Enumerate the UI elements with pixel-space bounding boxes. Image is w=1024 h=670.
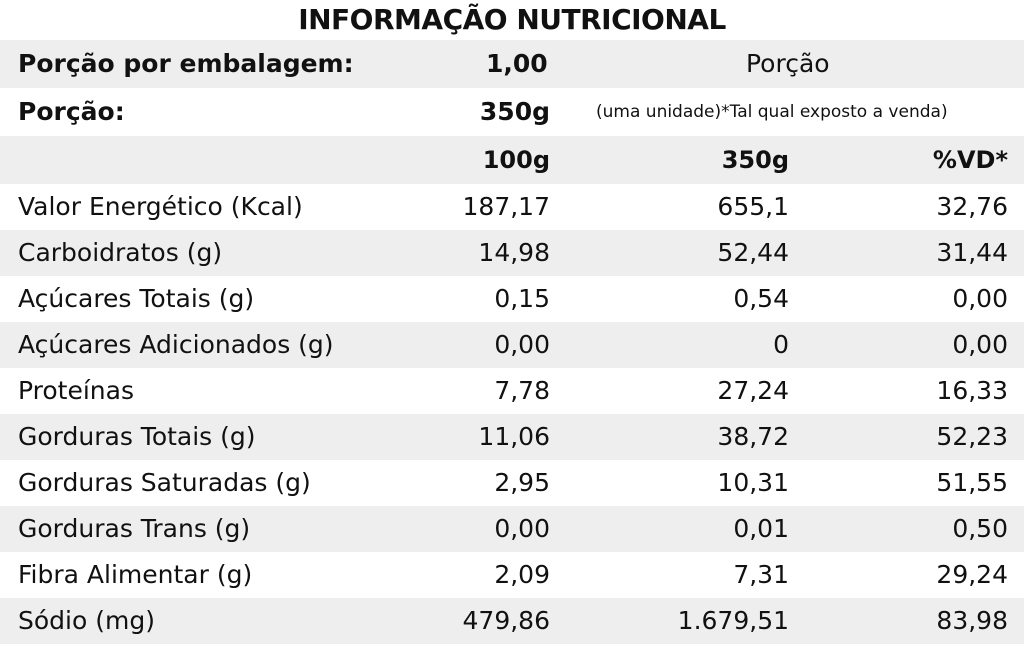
nutrient-per-serving: 0 xyxy=(773,330,789,359)
nutrient-rows: Valor Energético (Kcal) 187,17 655,1 32,76 C… xyxy=(0,184,1024,644)
serving-column-title: Porção xyxy=(746,49,830,78)
nutrient-row: Gorduras Totais (g) 11,06 38,72 52,23 xyxy=(0,414,1024,460)
nutrient-per-100: 14,98 xyxy=(478,238,550,267)
nutrient-daily-value: 0,50 xyxy=(952,514,1008,543)
nutrient-daily-value: 52,23 xyxy=(936,422,1008,451)
nutrient-label: Gorduras Totais (g) xyxy=(18,422,256,451)
column-header-per-serving: 350g xyxy=(721,146,789,174)
nutrient-per-100: 11,06 xyxy=(478,422,550,451)
serving-size-row: Porção: 350g (uma unidade)*Tal qual expo… xyxy=(0,88,1024,136)
nutrient-per-100: 0,15 xyxy=(494,284,550,313)
nutrient-label: Açúcares Adicionados (g) xyxy=(18,330,334,359)
serving-note: (uma unidade)*Tal qual exposto a venda) xyxy=(596,102,948,122)
nutrient-label: Carboidratos (g) xyxy=(18,238,223,267)
nutrient-per-serving: 655,1 xyxy=(717,192,789,221)
nutrient-per-serving: 7,31 xyxy=(733,560,789,589)
nutrient-label: Valor Energético (Kcal) xyxy=(18,192,303,221)
nutrient-per-serving: 0,54 xyxy=(733,284,789,313)
nutrient-per-100: 479,86 xyxy=(462,606,550,635)
nutrient-daily-value: 0,00 xyxy=(952,284,1008,313)
column-header-row: 100g 350g %VD* xyxy=(0,136,1024,184)
nutrient-per-serving: 10,31 xyxy=(717,468,789,497)
servings-per-package-value: 1,00 xyxy=(486,49,548,78)
nutrient-per-100: 2,09 xyxy=(494,560,550,589)
nutrient-label: Gorduras Trans (g) xyxy=(18,514,251,543)
nutrient-per-serving: 27,24 xyxy=(717,376,789,405)
nutrient-per-serving: 52,44 xyxy=(717,238,789,267)
column-header-per-100: 100g xyxy=(482,146,550,174)
nutrient-per-serving: 0,01 xyxy=(733,514,789,543)
nutrient-daily-value: 83,98 xyxy=(936,606,1008,635)
column-header-daily-value: %VD* xyxy=(932,146,1008,174)
nutrient-label: Açúcares Totais (g) xyxy=(18,284,255,313)
nutrient-row: Gorduras Saturadas (g) 2,95 10,31 51,55 xyxy=(0,460,1024,506)
nutrient-label: Fibra Alimentar (g) xyxy=(18,560,253,589)
nutrient-row: Proteínas 7,78 27,24 16,33 xyxy=(0,368,1024,414)
nutrient-label: Sódio (mg) xyxy=(18,606,155,635)
nutrient-row: Gorduras Trans (g) 0,00 0,01 0,50 xyxy=(0,506,1024,552)
serving-size-label: Porção: xyxy=(18,97,125,126)
table-title: INFORMAÇÃO NUTRICIONAL xyxy=(0,0,1024,40)
nutrient-row: Açúcares Adicionados (g) 0,00 0 0,00 xyxy=(0,322,1024,368)
nutrient-per-100: 2,95 xyxy=(494,468,550,497)
servings-per-package-row: Porção por embalagem: 1,00 Porção xyxy=(0,40,1024,88)
nutrient-daily-value: 29,24 xyxy=(936,560,1008,589)
nutrient-label: Proteínas xyxy=(18,376,134,405)
nutrient-per-100: 7,78 xyxy=(494,376,550,405)
nutrient-per-100: 0,00 xyxy=(494,330,550,359)
nutrient-per-100: 0,00 xyxy=(494,514,550,543)
nutrient-per-serving: 38,72 xyxy=(717,422,789,451)
nutrient-daily-value: 32,76 xyxy=(936,192,1008,221)
nutrient-row: Carboidratos (g) 14,98 52,44 31,44 xyxy=(0,230,1024,276)
nutrient-per-serving: 1.679,51 xyxy=(677,606,789,635)
nutrient-row: Fibra Alimentar (g) 2,09 7,31 29,24 xyxy=(0,552,1024,598)
nutrient-per-100: 187,17 xyxy=(462,192,550,221)
nutrient-daily-value: 0,00 xyxy=(952,330,1008,359)
nutrient-daily-value: 31,44 xyxy=(936,238,1008,267)
nutrient-label: Gorduras Saturadas (g) xyxy=(18,468,311,497)
nutrient-daily-value: 16,33 xyxy=(936,376,1008,405)
serving-size-value: 350g xyxy=(479,97,550,126)
nutrient-row: Açúcares Totais (g) 0,15 0,54 0,00 xyxy=(0,276,1024,322)
nutrient-row: Sódio (mg) 479,86 1.679,51 83,98 xyxy=(0,598,1024,644)
servings-per-package-label: Porção por embalagem: xyxy=(18,49,354,78)
nutrient-daily-value: 51,55 xyxy=(936,468,1008,497)
nutrient-row: Valor Energético (Kcal) 187,17 655,1 32,76 xyxy=(0,184,1024,230)
